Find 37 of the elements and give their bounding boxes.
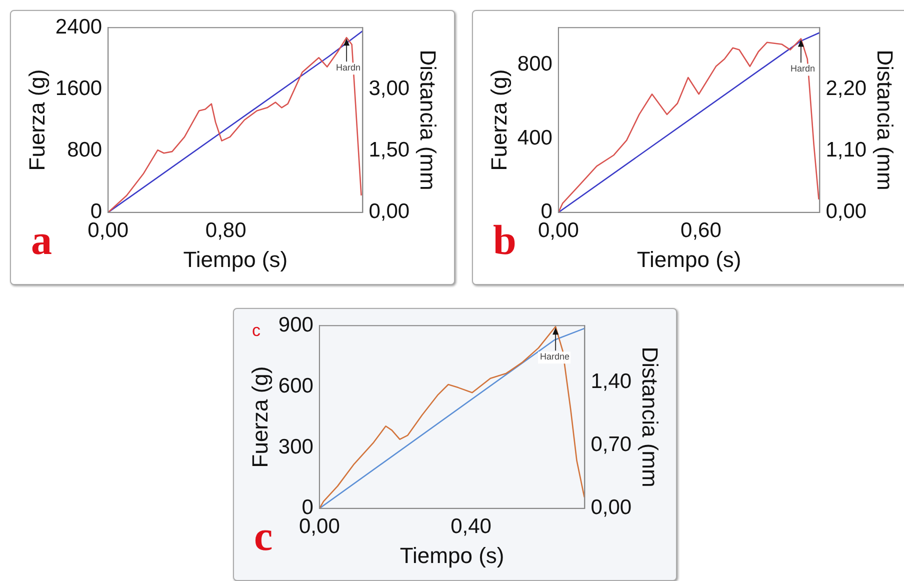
annotation: Hardn	[790, 64, 815, 74]
x-tick-label: 0,40	[450, 514, 492, 538]
y-tick-label: 600	[278, 374, 314, 398]
y-axis-title: Fuerza (g)	[24, 69, 50, 171]
y-tick-label: 400	[517, 126, 552, 150]
y-tick-label: 800	[67, 138, 102, 162]
y-tick-label: 2400	[55, 15, 102, 38]
y2-axis-title: Distancia (mm	[638, 346, 663, 488]
y2-tick-label: 0,70	[590, 433, 632, 456]
text: c	[252, 321, 260, 341]
y2-axis-title: Distancia (mm	[416, 50, 441, 190]
y2-tick-label: 1,10	[826, 138, 867, 162]
x-axis-title: Tiempo (s)	[400, 542, 504, 568]
y-tick-label: 300	[278, 435, 314, 458]
y-tick-label: 800	[517, 52, 552, 76]
x-axis-title: Tiempo (s)	[183, 246, 288, 272]
x-axis-title: Tiempo (s)	[636, 246, 742, 272]
text: c	[254, 514, 273, 560]
y2-tick-label: 0,00	[826, 200, 867, 224]
annotation: Hardn	[336, 62, 361, 73]
y-axis-title: Fuerza (g)	[247, 366, 272, 468]
y2-axis-title: Distancia (mm	[872, 50, 898, 190]
y2-tick-label: 3,00	[368, 76, 410, 100]
y2-tick-label: 1,40	[590, 370, 632, 394]
x-tick-label: 0,80	[205, 218, 246, 242]
y2-tick-label: 0,00	[368, 200, 410, 224]
x-tick-label: 0,60	[680, 218, 722, 242]
y-axis-title: Fuerza (g)	[486, 69, 512, 171]
text: a	[31, 218, 52, 264]
y2-tick-label: 2,20	[826, 76, 867, 100]
annotation: Hardne	[540, 352, 570, 362]
y-tick-label: 0	[302, 496, 314, 520]
y2-tick-label: 1,50	[368, 138, 410, 162]
text: b	[493, 218, 516, 264]
y2-tick-label: 0,00	[590, 496, 632, 520]
y-tick-label: 900	[278, 313, 314, 336]
y-tick-label: 1600	[55, 76, 102, 100]
